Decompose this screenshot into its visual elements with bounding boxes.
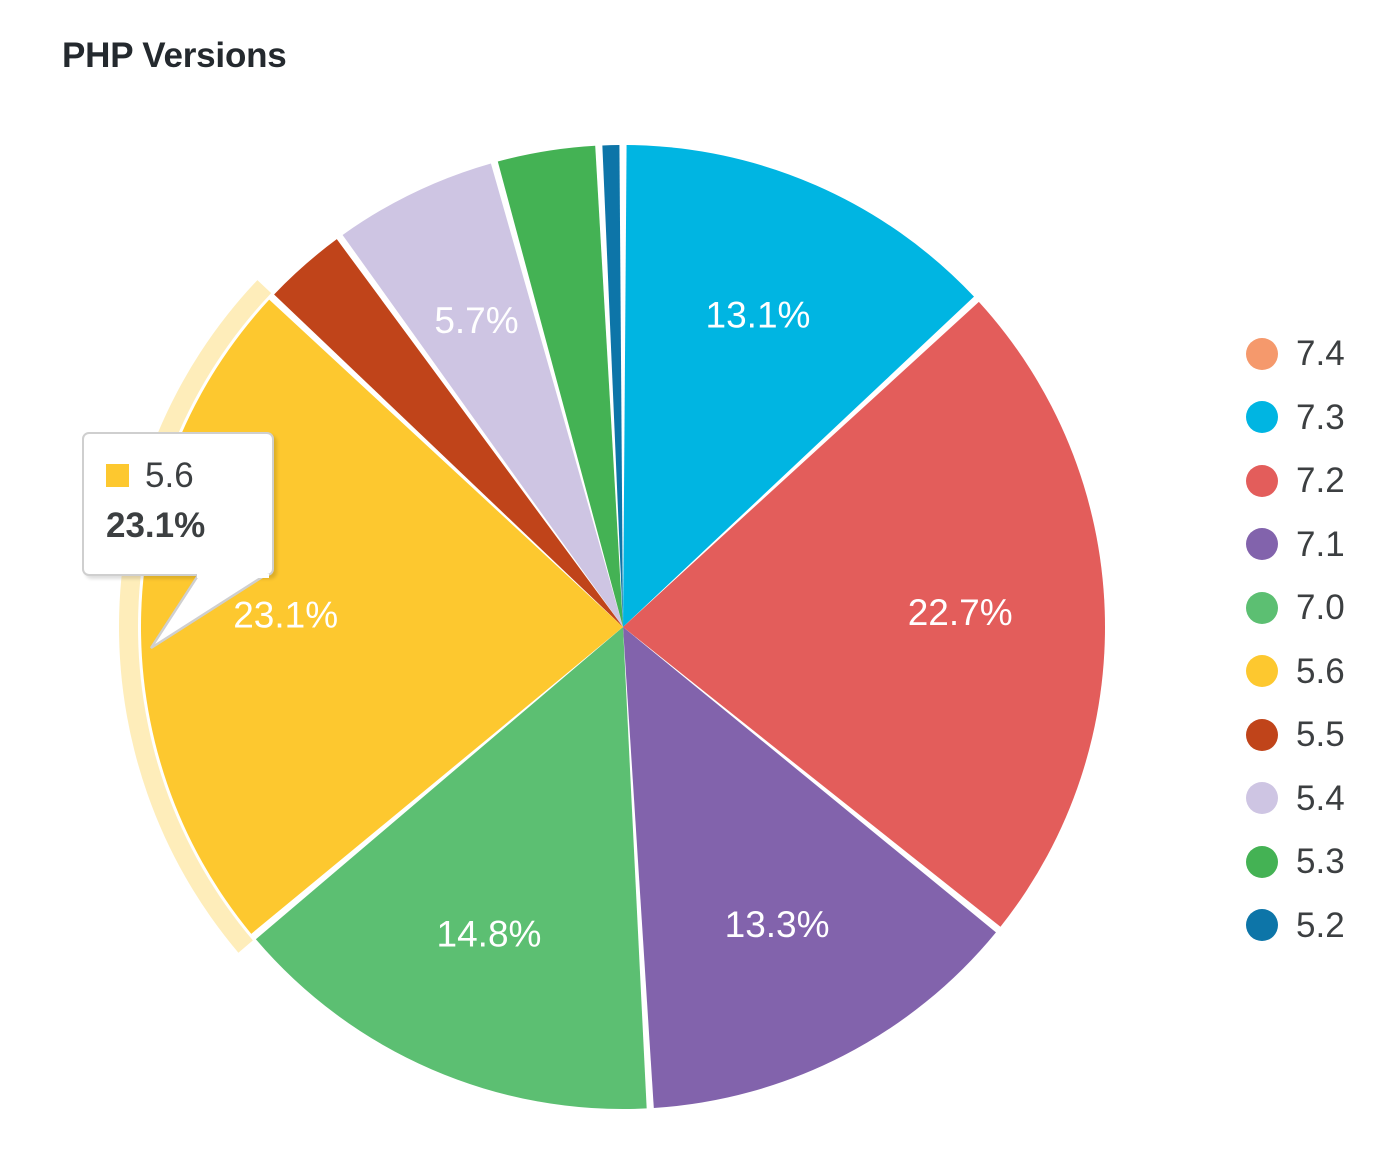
pie-slice-7.0[interactable]	[255, 627, 647, 1110]
pie-slice-7.2[interactable]	[623, 301, 1106, 927]
pie-slice-label-group: 13.1% 22.7% 13.3% 14.8% 23.1% 5.7%	[233, 295, 1012, 955]
legend-swatch-icon-5.3	[1246, 845, 1278, 878]
legend-item-label: 7.3	[1296, 397, 1345, 437]
legend-swatch-icon-7.3	[1246, 401, 1278, 434]
legend-item-label: 5.5	[1296, 715, 1345, 755]
pie-slice-label-7.0: 14.8%	[437, 913, 542, 954]
tooltip-color-swatch	[106, 464, 129, 487]
legend-item-label: 7.4	[1296, 334, 1345, 374]
legend-item-7.2[interactable]: 7.2	[1246, 449, 1376, 513]
legend-item-label: 5.2	[1296, 905, 1345, 945]
legend-swatch-icon-5.5	[1246, 718, 1278, 751]
pie-slice-7.3[interactable]	[623, 145, 974, 627]
legend-item-7.1[interactable]: 7.1	[1246, 513, 1376, 577]
tooltip-value-label: 23.1%	[106, 506, 206, 545]
pie-slice-7.1[interactable]	[623, 627, 996, 1109]
legend-item-5.6[interactable]: 5.6	[1246, 640, 1376, 704]
chart-tooltip: 5.6 23.1%	[82, 432, 274, 650]
legend-swatch-icon-5.2	[1246, 909, 1278, 942]
pie-slice-label-7.3: 13.1%	[706, 295, 811, 336]
pie-slice-5.5[interactable]	[274, 239, 623, 628]
legend-item-label: 7.0	[1296, 588, 1345, 628]
legend-item-5.4[interactable]: 5.4	[1246, 767, 1376, 831]
pie-slice-group[interactable]	[140, 145, 1106, 1110]
pie-slice-label-7.1: 13.3%	[725, 904, 830, 945]
pie-slice-5.2[interactable]	[602, 145, 623, 627]
legend-item-5.3[interactable]: 5.3	[1246, 830, 1376, 894]
legend-item-7.4[interactable]: 7.4	[1246, 322, 1376, 386]
pie-slice-5.3[interactable]	[497, 145, 623, 628]
legend-swatch-icon-7.1	[1246, 528, 1278, 561]
legend-item-label: 5.4	[1296, 778, 1345, 818]
pie-chart-svg[interactable]: 13.1% 22.7% 13.3% 14.8% 23.1% 5.7%	[0, 0, 1230, 1156]
pie-slice-label-7.2: 22.7%	[908, 592, 1013, 633]
legend-swatch-icon-7.2	[1246, 464, 1278, 497]
pie-chart[interactable]: 13.1% 22.7% 13.3% 14.8% 23.1% 5.7%	[0, 0, 1230, 1156]
pie-slice-label-5.4: 5.7%	[434, 300, 518, 341]
pie-slice-label-5.6: 23.1%	[233, 594, 338, 635]
legend-item-label: 7.1	[1296, 524, 1345, 564]
legend-item-5.2[interactable]: 5.2	[1246, 894, 1376, 958]
legend-item-7.0[interactable]: 7.0	[1246, 576, 1376, 640]
legend-item-label: 7.2	[1296, 461, 1345, 501]
tooltip-series-label: 5.6	[145, 456, 194, 495]
legend-item-label: 5.6	[1296, 651, 1345, 691]
pie-slice-5.4[interactable]	[342, 163, 623, 627]
legend-item-label: 5.3	[1296, 842, 1345, 882]
legend-item-7.3[interactable]: 7.3	[1246, 386, 1376, 450]
page-title: PHP Versions	[62, 36, 287, 75]
legend-item-5.5[interactable]: 5.5	[1246, 703, 1376, 767]
legend-swatch-icon-7.0	[1246, 591, 1278, 624]
legend-swatch-icon-7.4	[1246, 337, 1278, 370]
chart-legend[interactable]: 7.4 7.3 7.2 7.1 7.0 5.6 5.5 5.4 5.3 5.2	[1246, 322, 1376, 957]
tooltip-series-row: 5.6	[106, 458, 272, 493]
legend-swatch-icon-5.6	[1246, 655, 1278, 688]
legend-swatch-icon-5.4	[1246, 782, 1278, 815]
